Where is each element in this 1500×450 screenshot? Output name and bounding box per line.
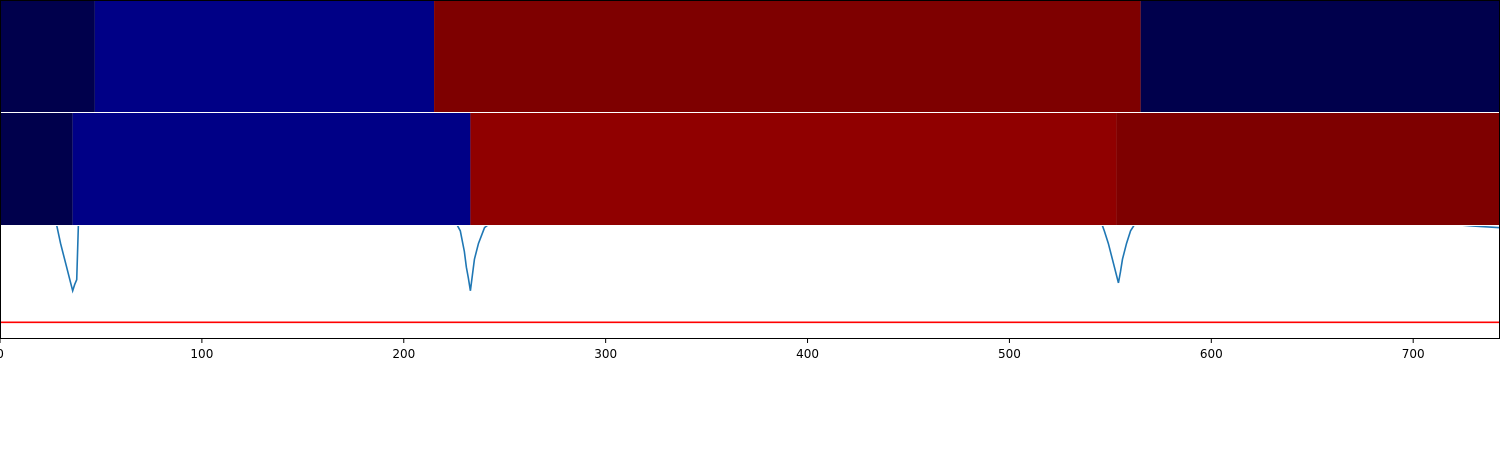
x-tick-label: 0 — [0, 347, 4, 361]
middle-band-segment-0 — [0, 113, 73, 225]
top-band-segment-0 — [0, 0, 95, 112]
middle-band-segment-3 — [1116, 113, 1500, 225]
x-axis: 0 100 200 300 400 500 600 700 — [0, 338, 1425, 361]
x-tick-label: 200 — [392, 347, 415, 361]
top-band-segment-1 — [95, 0, 434, 112]
x-tick-label: 700 — [1402, 347, 1425, 361]
middle-band-segment-2 — [470, 113, 1116, 225]
x-tick-label: 300 — [594, 347, 617, 361]
middle-band-segment-1 — [73, 113, 471, 225]
plot-lines — [0, 209, 1500, 323]
x-tick-label: 400 — [796, 347, 819, 361]
top-band-segment-3 — [1141, 0, 1500, 112]
middle-band — [0, 113, 1500, 225]
top-band — [0, 0, 1500, 112]
x-tick-label: 100 — [190, 347, 213, 361]
top-band-segment-2 — [434, 0, 1141, 112]
x-tick-label: 600 — [1200, 347, 1223, 361]
x-tick-label: 500 — [998, 347, 1021, 361]
segment-bands — [0, 0, 1500, 225]
